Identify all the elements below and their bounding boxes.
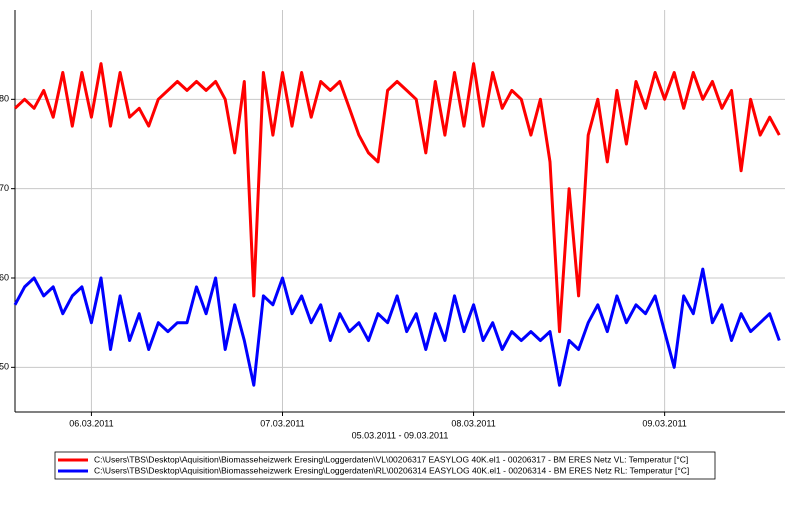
x-tick-label: 07.03.2011 <box>260 418 304 428</box>
x-axis-label: 05.03.2011 - 09.03.2011 <box>352 430 449 440</box>
legend-label: C:\Users\TBS\Desktop\Aquisition\Biomasse… <box>94 454 688 464</box>
y-tick-label: 50 <box>0 362 9 372</box>
series-line <box>13 62 781 334</box>
x-tick-label: 06.03.2011 <box>69 418 113 428</box>
y-tick-label: 60 <box>0 272 9 282</box>
legend-label: C:\Users\TBS\Desktop\Aquisition\Biomasse… <box>94 465 689 475</box>
legend: C:\Users\TBS\Desktop\Aquisition\Biomasse… <box>54 451 716 480</box>
legend-box <box>54 451 716 480</box>
series-line <box>13 267 781 387</box>
x-tick-label: 09.03.2011 <box>642 418 686 428</box>
y-tick-label: 70 <box>0 183 9 193</box>
x-tick-label: 08.03.2011 <box>451 418 495 428</box>
y-tick-label: 80 <box>0 94 9 104</box>
